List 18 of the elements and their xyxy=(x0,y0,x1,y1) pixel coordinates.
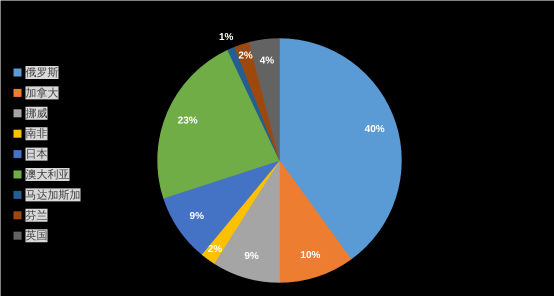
legend-label: 加拿大 xyxy=(26,86,58,100)
data-label: 23% xyxy=(178,115,198,126)
data-label: 2% xyxy=(208,244,222,255)
legend-label: 俄罗斯 xyxy=(26,66,58,79)
legend-label: 挪威 xyxy=(26,106,48,120)
data-label: 4% xyxy=(260,56,274,67)
legend-label: 英国 xyxy=(26,229,48,242)
legend-label: 芬兰 xyxy=(26,208,48,222)
data-label: 9% xyxy=(190,211,204,222)
data-label: 10% xyxy=(300,250,321,262)
legend-label: 南非 xyxy=(26,127,48,140)
data-label: 2% xyxy=(238,50,253,62)
data-label: 1% xyxy=(218,32,234,43)
data-label: 9% xyxy=(244,251,259,262)
legend-label: 马达加斯加 xyxy=(26,188,80,202)
data-label: 40% xyxy=(364,124,385,136)
legend-label: 澳大利亚 xyxy=(26,168,70,181)
legend-label: 日本 xyxy=(26,148,48,161)
